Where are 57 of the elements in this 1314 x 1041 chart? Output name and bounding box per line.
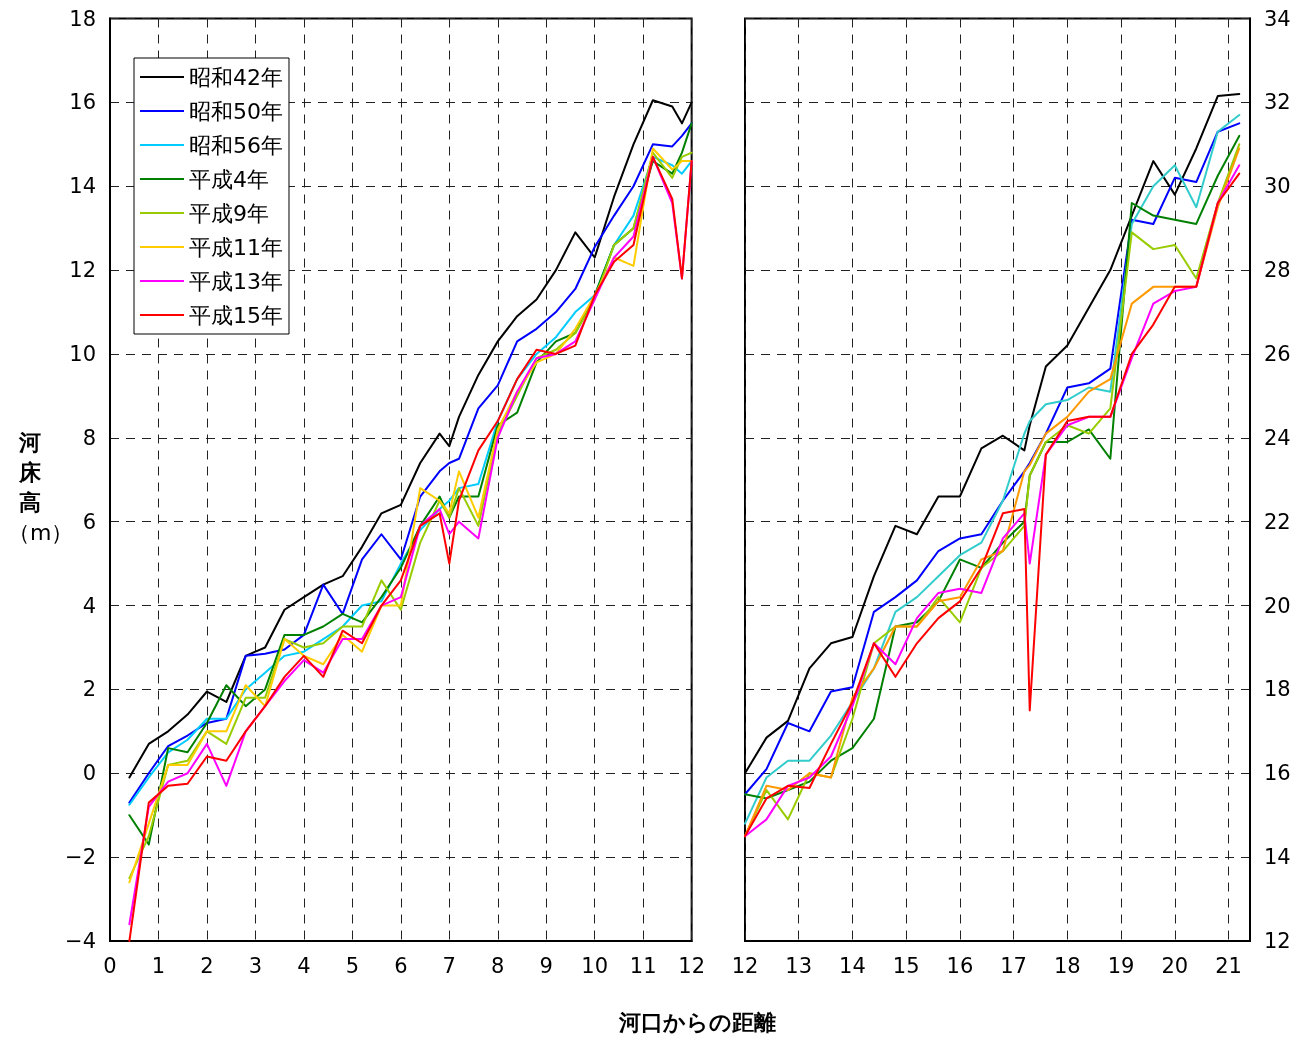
x-tick-label: 21 — [1215, 953, 1242, 978]
legend-label: 平成11年 — [189, 234, 283, 260]
x-tick-label: 8 — [491, 953, 505, 978]
y-tick-label: 8 — [82, 425, 96, 450]
y-tick-label: 4 — [82, 593, 96, 618]
legend-label: 昭和42年 — [189, 64, 283, 90]
x-tick-label: 3 — [248, 953, 263, 978]
y-tick-label: 10 — [69, 341, 96, 366]
x-tick-label: 4 — [297, 953, 311, 978]
legend-label: 平成9年 — [189, 200, 269, 226]
y-axis-title: 河床高（m） — [8, 429, 74, 547]
y2-tick-label: 14 — [1264, 845, 1291, 870]
y-tick-label: 2 — [82, 677, 96, 702]
y-tick-label: 6 — [82, 509, 96, 534]
y-tick-label: −2 — [65, 845, 96, 870]
x-tick-label: 14 — [839, 953, 866, 978]
legend-label: 昭和50年 — [189, 98, 283, 124]
x-tick-label: 12 — [678, 953, 706, 978]
x-tick-label: 12 — [731, 953, 759, 978]
x-tick-label: 13 — [785, 953, 813, 978]
y-tick-label: 16 — [69, 90, 96, 115]
y-tick-label: −4 — [65, 929, 96, 953]
legend-label: 昭和56年 — [189, 132, 283, 158]
y-tick-label: 18 — [69, 6, 96, 31]
legend-label: 平成15年 — [189, 302, 283, 328]
x-tick-label: 20 — [1161, 953, 1189, 978]
x-tick-label: 16 — [946, 953, 974, 978]
x-tick-label: 15 — [892, 953, 920, 978]
y-tick-label: 14 — [69, 174, 96, 199]
legend-label: 平成4年 — [189, 166, 269, 192]
y2-tick-label: 28 — [1264, 258, 1291, 283]
x-tick-label: 18 — [1053, 953, 1081, 978]
y2-tick-label: 12 — [1264, 929, 1291, 953]
y2-tick-label: 34 — [1264, 6, 1291, 31]
x-tick-label: 10 — [581, 953, 609, 978]
x-tick-label: 7 — [442, 953, 456, 978]
x-tick-label: 11 — [629, 953, 657, 978]
y2-tick-label: 32 — [1264, 90, 1291, 115]
y2-tick-label: 26 — [1264, 341, 1291, 366]
y2-tick-label: 20 — [1264, 593, 1291, 618]
x-tick-label: 1 — [151, 953, 166, 978]
y2-tick-label: 16 — [1264, 761, 1291, 786]
x-tick-label: 17 — [1000, 953, 1027, 978]
x-tick-label: 5 — [345, 953, 360, 978]
x-tick-label: 6 — [394, 953, 408, 978]
x-axis-title: 河口からの距離 — [617, 1009, 777, 1037]
x-tick-label: 19 — [1107, 953, 1135, 978]
legend-label: 平成13年 — [189, 268, 283, 294]
y2-tick-label: 22 — [1264, 509, 1291, 534]
y-tick-label: 0 — [82, 761, 96, 786]
x-tick-label: 9 — [539, 953, 553, 978]
y2-tick-label: 18 — [1264, 677, 1291, 702]
x-tick-label: 0 — [103, 953, 117, 978]
x-tick-label: 2 — [200, 953, 214, 978]
y2-tick-label: 30 — [1264, 174, 1291, 199]
y-tick-label: 12 — [69, 258, 96, 283]
y2-tick-label: 24 — [1264, 425, 1291, 450]
